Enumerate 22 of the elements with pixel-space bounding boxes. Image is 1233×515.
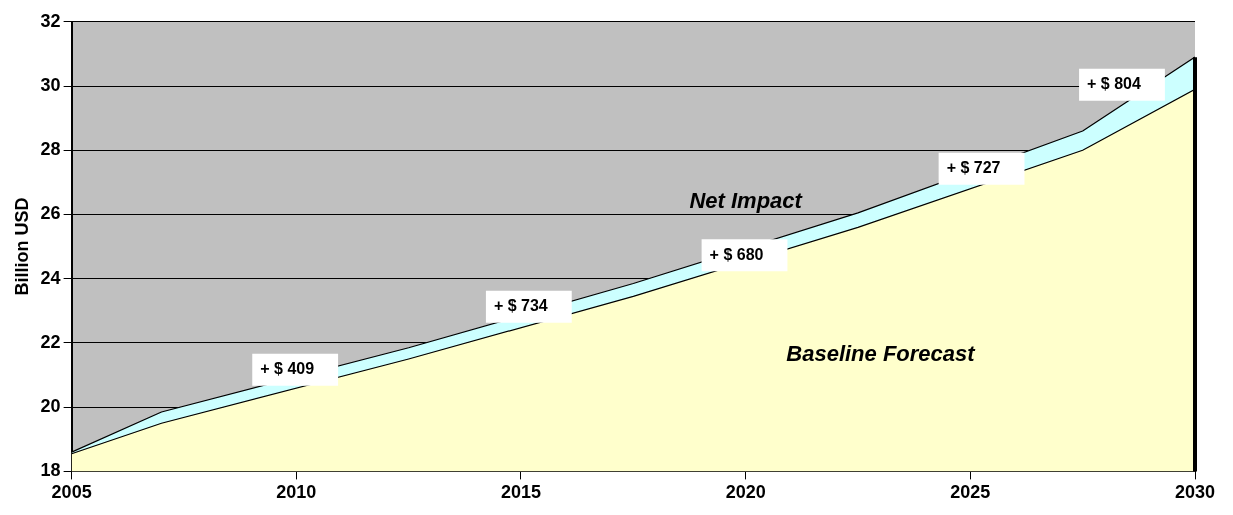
- x-tick-label: 2005: [51, 482, 92, 503]
- x-tick-label: 2025: [950, 482, 991, 503]
- y-axis-title: Billion USD: [11, 197, 32, 296]
- annotation: + $ 680: [709, 245, 764, 263]
- x-tick-label: 2010: [276, 482, 317, 503]
- y-tick-label: 24: [40, 267, 61, 288]
- y-tick-label: 20: [40, 396, 61, 417]
- x-tick-label: 2020: [725, 482, 766, 503]
- series-label: Net Impact: [689, 187, 804, 213]
- y-tick-label: 30: [40, 75, 61, 95]
- y-tick-label: 32: [40, 10, 61, 31]
- annotation: + $ 804: [1087, 75, 1141, 93]
- series-label: Baseline Forecast: [786, 340, 977, 366]
- x-tick-label: 2030: [1174, 482, 1216, 503]
- annotation: + $ 409: [260, 360, 315, 378]
- x-tick-label: 2015: [500, 482, 541, 503]
- y-tick-label: 22: [40, 331, 61, 352]
- annotation: + $ 727: [946, 159, 1001, 177]
- y-tick-label: 18: [40, 460, 61, 481]
- annotation: + $ 734: [493, 297, 548, 315]
- y-tick-label: 26: [40, 203, 61, 224]
- y-tick-label: 28: [40, 139, 61, 160]
